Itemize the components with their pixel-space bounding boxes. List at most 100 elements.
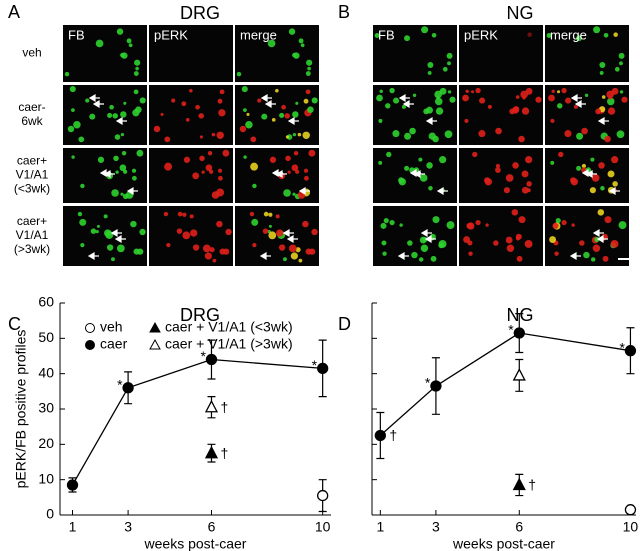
y-tick-label: 20 <box>38 435 54 451</box>
cell <box>305 248 312 255</box>
cell <box>495 127 502 135</box>
cell <box>607 107 616 115</box>
cell <box>612 181 618 187</box>
cell <box>564 130 572 138</box>
cell <box>471 90 475 94</box>
cell <box>472 151 478 158</box>
cell <box>584 93 589 98</box>
y-tick-label: 40 <box>38 364 54 380</box>
cell <box>432 216 440 224</box>
arrow <box>115 116 127 126</box>
cell <box>153 125 161 133</box>
cell <box>182 212 187 217</box>
cell <box>512 162 519 169</box>
cell <box>576 35 582 42</box>
cell <box>96 224 100 228</box>
cell <box>250 136 257 143</box>
cell <box>618 221 627 230</box>
cell <box>216 131 224 140</box>
cell <box>464 118 469 123</box>
arrow <box>298 186 310 196</box>
row-label: V1/A1 <box>16 168 49 182</box>
cell <box>446 221 455 230</box>
cell <box>268 224 272 228</box>
cell <box>603 32 609 38</box>
cell <box>290 252 299 260</box>
legend-swatch <box>85 323 95 333</box>
cell <box>245 121 253 129</box>
cell <box>557 90 561 94</box>
cell <box>610 240 619 248</box>
arrow <box>126 186 138 196</box>
point <box>624 504 637 516</box>
row-label: (<3wk) <box>14 182 50 196</box>
chart-title: NG <box>507 305 534 325</box>
cell <box>468 251 473 256</box>
cell <box>418 157 423 162</box>
cell <box>378 118 383 123</box>
cell <box>548 94 555 102</box>
cell <box>581 127 588 135</box>
cell <box>379 89 383 94</box>
column-label: FB <box>378 27 395 42</box>
cell <box>225 228 232 236</box>
point <box>205 353 218 366</box>
cell <box>598 162 605 169</box>
cell <box>271 117 276 122</box>
cell <box>446 52 453 59</box>
cell <box>551 89 555 94</box>
cell <box>209 247 215 253</box>
x-tick-label: 3 <box>124 519 132 535</box>
cell <box>581 163 587 169</box>
cell <box>219 89 225 95</box>
cell <box>119 164 127 172</box>
cell <box>139 97 146 104</box>
cell <box>430 255 437 262</box>
panel-title: NG <box>507 3 534 23</box>
cell <box>239 125 247 133</box>
cell <box>295 247 301 253</box>
arrow <box>88 93 100 103</box>
arrow <box>271 168 283 178</box>
point <box>204 399 219 413</box>
cell <box>283 257 287 262</box>
cell <box>160 112 164 116</box>
cell <box>399 223 403 227</box>
cell <box>252 242 257 248</box>
cell <box>298 38 304 44</box>
cell <box>212 258 217 263</box>
cell <box>89 113 96 120</box>
cell <box>409 127 416 135</box>
row-label: 6wk <box>21 114 43 128</box>
cell <box>135 66 139 71</box>
cell <box>111 257 115 262</box>
cell <box>183 156 191 163</box>
cell <box>251 218 259 226</box>
cell <box>576 132 584 140</box>
cell <box>383 217 389 224</box>
cell <box>518 135 525 143</box>
cell <box>195 104 200 110</box>
cell <box>252 183 257 189</box>
cell <box>116 244 125 253</box>
cell <box>561 219 567 226</box>
cell <box>554 251 559 256</box>
cell <box>236 71 242 77</box>
cell <box>555 217 561 224</box>
cell <box>619 61 623 66</box>
cell <box>444 130 453 139</box>
cell <box>302 220 309 228</box>
cell <box>276 229 284 237</box>
cell <box>436 96 440 100</box>
micrograph <box>149 25 233 82</box>
cell <box>439 87 447 95</box>
cell <box>614 66 620 72</box>
cell <box>71 155 75 159</box>
cell <box>376 94 383 102</box>
annotation: * <box>619 339 625 355</box>
cell <box>398 178 407 186</box>
cell <box>126 38 132 44</box>
column-label: merge <box>240 27 277 42</box>
annotation: * <box>200 348 206 364</box>
cell <box>133 71 139 76</box>
